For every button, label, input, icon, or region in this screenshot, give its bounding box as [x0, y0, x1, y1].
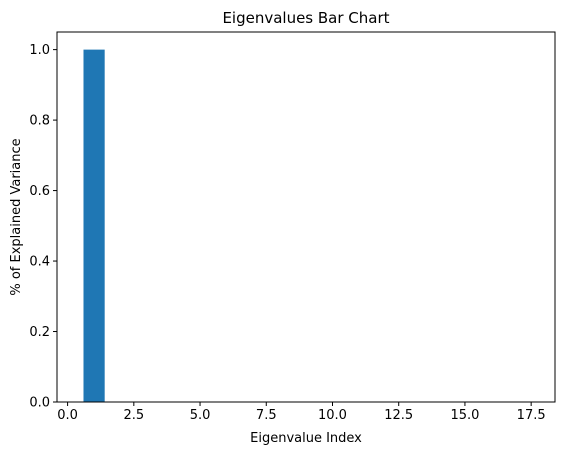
- x-tick-label: 17.5: [517, 408, 546, 423]
- y-tick-label: 0.4: [29, 255, 50, 270]
- x-axis-ticks: 0.0 2.5 5.0 7.5 10.0 12.5 15.0 17.5: [57, 402, 546, 423]
- x-tick-label: 7.5: [256, 408, 277, 423]
- y-tick-label: 0.6: [29, 184, 50, 199]
- plot-frame: [56, 31, 556, 403]
- y-tick-label: 1.0: [29, 43, 50, 58]
- y-tick-label: 0.8: [29, 114, 50, 129]
- bars-layer: [83, 49, 105, 402]
- x-tick-label: 12.5: [384, 408, 413, 423]
- y-axis-label: % of Explained Variance: [9, 138, 24, 295]
- bar-1: [83, 49, 105, 402]
- x-tick-label: 10.0: [318, 408, 347, 423]
- y-tick-label: 0.0: [29, 396, 50, 411]
- x-tick-label: 2.5: [123, 408, 144, 423]
- chart-title: Eigenvalues Bar Chart: [222, 9, 389, 27]
- y-axis-ticks: 0.0 0.2 0.4 0.6 0.8 1.0: [29, 43, 57, 411]
- x-tick-label: 0.0: [57, 408, 78, 423]
- x-axis-label: Eigenvalue Index: [250, 431, 362, 446]
- x-tick-label: 5.0: [190, 408, 211, 423]
- y-tick-label: 0.2: [29, 325, 50, 340]
- x-tick-label: 15.0: [450, 408, 479, 423]
